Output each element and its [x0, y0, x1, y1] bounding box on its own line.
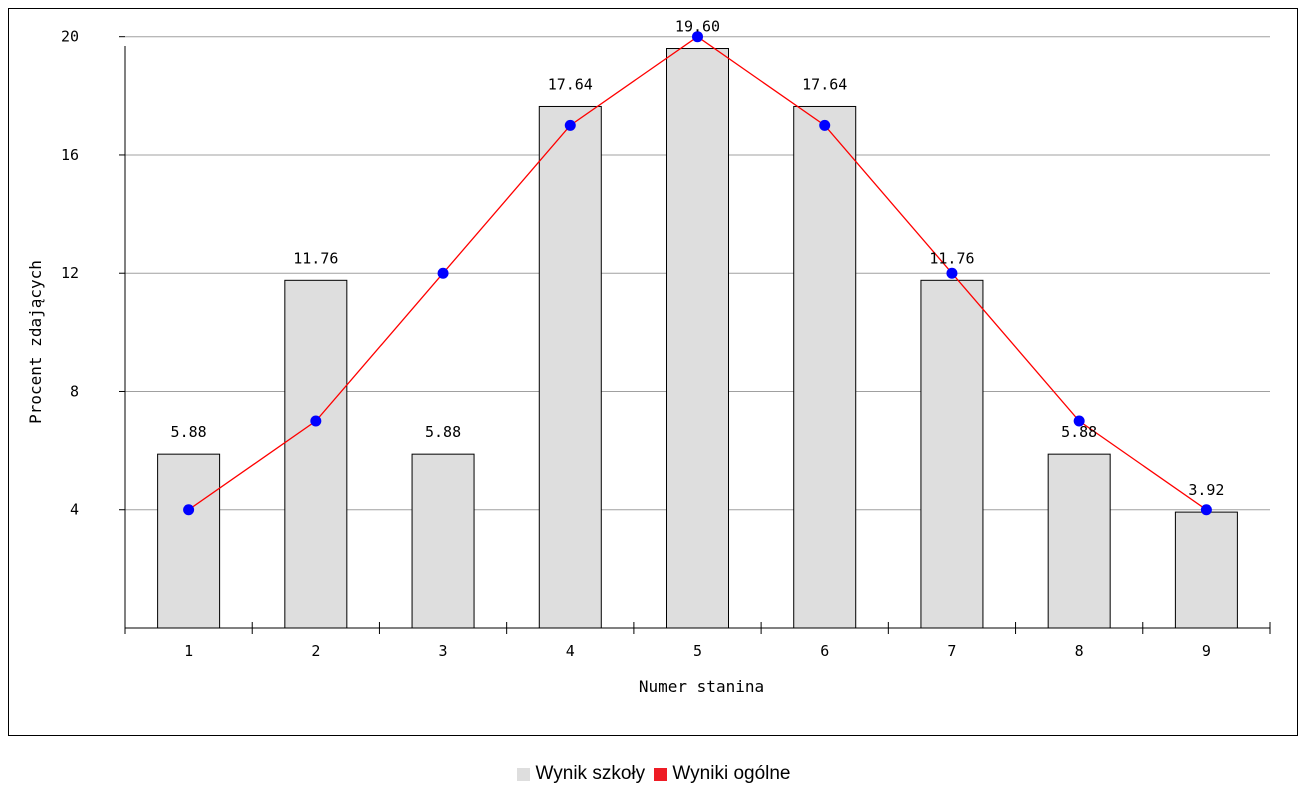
x-tick-label-8: 8	[1075, 642, 1084, 660]
point-wyniki-ogolne-9	[1200, 504, 1212, 516]
bar-6	[793, 105, 857, 629]
bar-2	[284, 279, 348, 629]
data-label-2: 11.76	[293, 249, 338, 267]
point-wyniki-ogolne-6	[819, 119, 831, 131]
legend: Wynik szkoły Wyniki ogólne	[0, 763, 1308, 787]
data-label-9: 3.92	[1188, 481, 1224, 499]
y-tick-label-12: 12	[61, 264, 79, 282]
chart-frame: 4 8 12 16 20 1 2 3 4 5 6 7 8 9 5.88 11.76 5.88 17.64 19.6…	[8, 8, 1298, 736]
x-tick-label-1: 1	[184, 642, 193, 660]
legend-swatch-wynik-szkoly	[517, 767, 531, 781]
point-wyniki-ogolne-2	[310, 415, 322, 427]
y-tick-label-8: 8	[70, 382, 79, 400]
line-wyniki-ogolne	[183, 31, 1212, 516]
data-label-7: 11.76	[929, 249, 974, 267]
point-wyniki-ogolne-4	[564, 119, 576, 131]
x-axis-title: Numer stanina	[639, 677, 764, 696]
data-label-4: 17.64	[548, 75, 593, 93]
x-tick-label-7: 7	[947, 642, 956, 660]
data-label-3: 5.88	[425, 423, 461, 441]
bar-1	[157, 453, 221, 629]
legend-item-wynik-szkoly: Wynik szkoły	[517, 763, 645, 785]
point-wyniki-ogolne-8	[1073, 415, 1085, 427]
data-label-5: 19.60	[675, 18, 720, 36]
x-tick-label-5: 5	[693, 642, 702, 660]
bar-4	[538, 105, 602, 629]
data-label-6: 17.64	[802, 75, 847, 93]
legend-label-wynik-szkoly: Wynik szkoły	[535, 763, 646, 784]
x-tick-label-9: 9	[1202, 642, 1211, 660]
x-tick-label-3: 3	[439, 642, 448, 660]
bar-8	[1047, 453, 1111, 629]
data-labels: 5.88 11.76 5.88 17.64 19.60 17.64 11.76 5.88 3.9…	[171, 18, 1225, 500]
legend-swatch-wyniki-ogolne	[654, 767, 668, 781]
bar-7	[920, 279, 984, 629]
bars-wynik-szkoly	[157, 48, 1238, 629]
legend-label-wyniki-ogolne: Wyniki ogólne	[672, 763, 791, 784]
y-tick-label-4: 4	[70, 501, 79, 519]
bar-3	[411, 453, 475, 629]
x-tick-label-6: 6	[820, 642, 829, 660]
point-wyniki-ogolne-7	[946, 267, 958, 279]
point-wyniki-ogolne-1	[183, 504, 195, 516]
data-label-1: 5.88	[171, 423, 207, 441]
x-tick-label-2: 2	[311, 642, 320, 660]
point-wyniki-ogolne-5	[692, 31, 703, 43]
y-axis-title: Procent zdających	[26, 260, 45, 424]
bar-5	[666, 48, 729, 629]
bar-9	[1174, 511, 1238, 629]
y-tick-label-16: 16	[61, 146, 79, 164]
point-wyniki-ogolne-3	[437, 267, 449, 279]
data-label-8: 5.88	[1061, 423, 1097, 441]
legend-item-wyniki-ogolne: Wyniki ogólne	[654, 763, 791, 785]
y-tick-label-20: 20	[61, 28, 79, 46]
x-tick-label-4: 4	[566, 642, 575, 660]
